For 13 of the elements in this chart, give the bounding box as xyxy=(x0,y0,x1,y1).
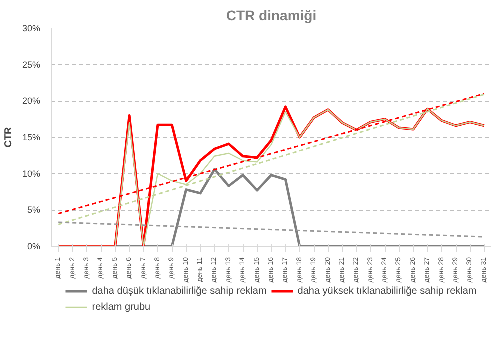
line-series xyxy=(114,168,486,246)
y-axis-title: CTR xyxy=(3,126,14,148)
legend-label: daha düşük tıklanabilirliğe sahip reklam xyxy=(92,285,267,297)
y-tick-label: 5% xyxy=(27,205,41,216)
y-tick-label: 30% xyxy=(22,24,40,34)
y-tick-label: 15% xyxy=(22,132,40,142)
y-tick-label: 25% xyxy=(22,60,40,70)
y-tick-label: 10% xyxy=(22,168,40,179)
y-tick-label: 20% xyxy=(22,96,40,106)
legend-label: daha yüksek tıklanabilirliğe sahip reklam xyxy=(298,285,477,297)
chart-title: CTR dinamiği xyxy=(226,8,317,24)
legend-label: reklam grubu xyxy=(92,301,151,313)
y-tick-label: 0% xyxy=(27,242,41,252)
